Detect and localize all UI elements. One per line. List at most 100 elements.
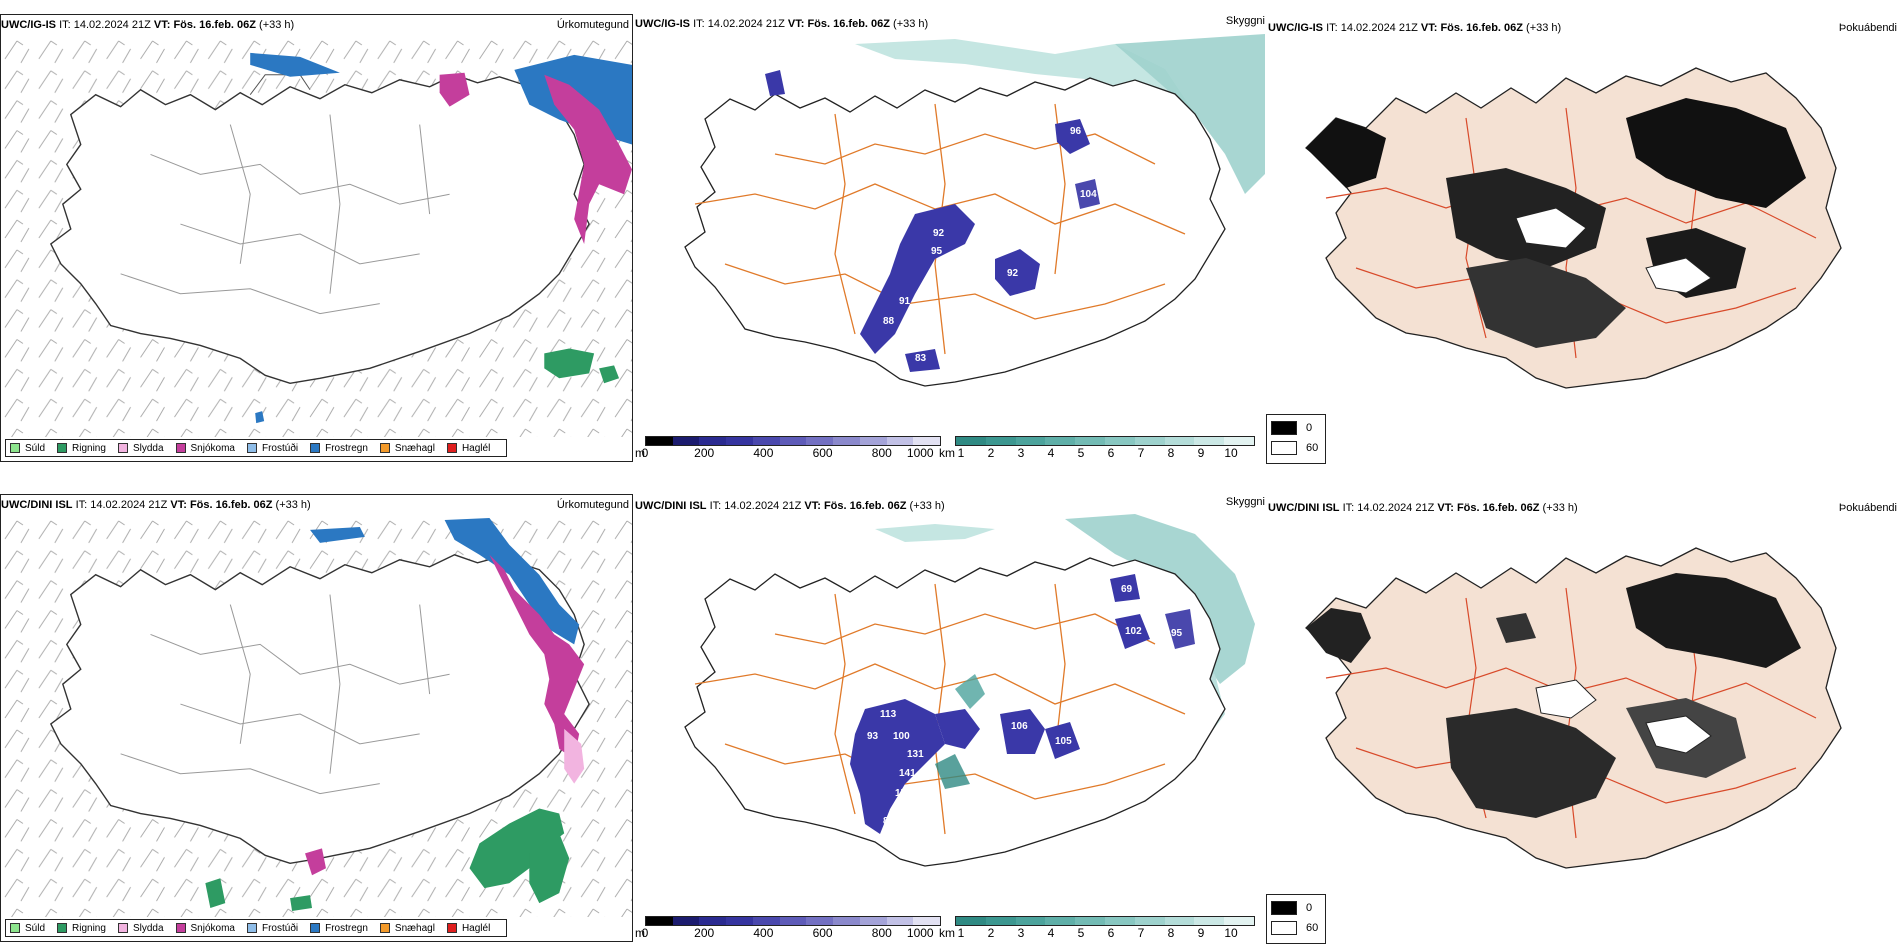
tick-label: 2 (987, 926, 995, 940)
cloud-label: 91 (899, 296, 911, 307)
panel-type-label: Þokuábendi (1838, 22, 1897, 34)
visibility-unit: km (939, 446, 955, 460)
cloud-label: 88 (883, 816, 895, 827)
tick-label: 6 (1107, 926, 1115, 940)
legend-swatch (10, 443, 20, 453)
visibility-map: 113 93 100 106 105 131 141 150 88 69 102… (635, 514, 1265, 914)
legend-item: Súld (10, 923, 45, 934)
tick-label: 200 (694, 446, 715, 460)
tick-label: 800 (871, 446, 892, 460)
visibility-colorbar-strip (955, 916, 1255, 926)
frostregn-area (444, 517, 580, 645)
tick-label: 8 (1167, 446, 1175, 460)
cloud-label: 100 (893, 731, 910, 742)
cloud-label: 88 (883, 316, 895, 327)
ceiling-colorbar: m 0 200 400 600 800 1000 (635, 436, 945, 466)
rain-area-south (544, 348, 595, 379)
panel-title-6: UWC/DINI ISL IT: 14.02.2024 21Z VT: Fös.… (1268, 502, 1578, 514)
cloud-label: 102 (1125, 626, 1142, 637)
precip-map (1, 515, 632, 917)
tick-label: 5 (1077, 446, 1085, 460)
low-ceiling-area (850, 699, 945, 834)
visibility-map: 92 95 91 88 92 83 96 104 (635, 34, 1265, 434)
ceiling-unit: m (635, 446, 645, 460)
legend-item: Snæhagl (379, 443, 435, 454)
snow-area-north (544, 74, 632, 244)
cloud-label: 131 (907, 749, 924, 760)
tick-label: 400 (753, 926, 774, 940)
legend-item: Slydda (117, 443, 164, 454)
legend-swatch (10, 923, 20, 933)
fog-legend: 0 60 (1266, 414, 1326, 464)
fog-swatch (1271, 921, 1297, 935)
legend-swatch (379, 923, 390, 933)
legend-item: Frostregn (310, 923, 368, 934)
panel-title-3: UWC/IG-IS IT: 14.02.2024 21Z VT: Fös. 16… (1268, 22, 1562, 34)
tick-label: 4 (1047, 926, 1055, 940)
fog-area (1306, 608, 1371, 663)
legend-swatch (117, 443, 128, 453)
legend-swatch (117, 923, 128, 933)
legend-swatch (57, 443, 68, 453)
precip-map (1, 35, 632, 437)
legend-item: Snjókoma (175, 443, 235, 454)
cloud-label: 92 (933, 228, 945, 239)
tick-label: 3 (1017, 446, 1025, 460)
tick-label: 3 (1017, 926, 1025, 940)
map-canvas (1, 515, 632, 917)
panel-type-label: Úrkomutegund (556, 19, 629, 31)
legend-swatch (446, 923, 457, 933)
visibility-panel-2: UWC/DINI ISL IT: 14.02.2024 21Z VT: Fös.… (635, 494, 1265, 942)
tick-label: 10 (1224, 926, 1238, 940)
tick-label: 800 (871, 926, 892, 940)
cloud-label: 96 (1070, 126, 1082, 137)
cloud-label: 95 (931, 246, 943, 257)
legend-item: Rigning (57, 923, 106, 934)
ceiling-colorbar: m 0 200 400 600 800 1000 (635, 916, 945, 946)
visibility-colorbar: km 1 2 3 4 5 6 7 8 9 10 (939, 436, 1259, 466)
cloud-label: 106 (1011, 721, 1028, 732)
cloud-label: 92 (1007, 268, 1019, 279)
tick-label: 1000 (906, 926, 934, 940)
legend-item: Frostúði (246, 923, 298, 934)
panel-title-4: UWC/DINI ISL IT: 14.02.2024 21Z VT: Fös.… (1, 499, 311, 511)
tick-label: 600 (812, 926, 833, 940)
tick-label: 600 (812, 446, 833, 460)
fog-swatch (1271, 441, 1297, 455)
cloud-label: 150 (895, 788, 912, 799)
tick-label: 5 (1077, 926, 1085, 940)
snow-area-east (489, 554, 585, 759)
tick-label: 1 (957, 446, 965, 460)
precip-type-panel-2: UWC/DINI ISL IT: 14.02.2024 21Z VT: Fös.… (0, 494, 633, 942)
legend-swatch (310, 443, 321, 453)
visibility-colorbar: km 1 2 3 4 5 6 7 8 9 10 (939, 916, 1259, 946)
cloud-label: 93 (867, 731, 879, 742)
precip-type-panel-1: UWC/IG-IS IT: 14.02.2024 21Z VT: Fös. 16… (0, 14, 633, 462)
fog-swatch (1271, 901, 1297, 915)
legend-swatch (310, 923, 321, 933)
legend-swatch (175, 923, 186, 933)
visibility-colorbar-strip (955, 436, 1255, 446)
ceiling-colorbar-strip (645, 436, 941, 446)
precip-type-legend: Súld Rigning Slydda Snjókoma Frostúði Fr… (5, 919, 508, 937)
fog-map (1266, 518, 1900, 918)
legend-item: Haglél (446, 923, 490, 934)
legend-item: Frostúði (246, 443, 298, 454)
precip-type-legend: Súld Rigning Slydda Snjókoma Frostúði Fr… (5, 439, 508, 457)
iceland-outline (49, 74, 590, 384)
fog-legend: 0 60 (1266, 894, 1326, 944)
legend-item: Haglél (446, 443, 490, 454)
legend-swatch (446, 443, 457, 453)
cloud-label: 95 (1171, 628, 1183, 639)
map-canvas (1305, 67, 1842, 389)
fog-area (1306, 118, 1386, 188)
legend-item: Súld (10, 443, 45, 454)
legend-swatch (379, 443, 390, 453)
legend-swatch (57, 923, 68, 933)
tick-label: 2 (987, 446, 995, 460)
legend-item: Frostregn (310, 443, 368, 454)
cloud-label: 104 (1080, 189, 1097, 200)
tick-label: 1000 (906, 446, 934, 460)
panel-title-5: UWC/DINI ISL IT: 14.02.2024 21Z VT: Fös.… (635, 500, 945, 512)
tick-label: 1 (957, 926, 965, 940)
